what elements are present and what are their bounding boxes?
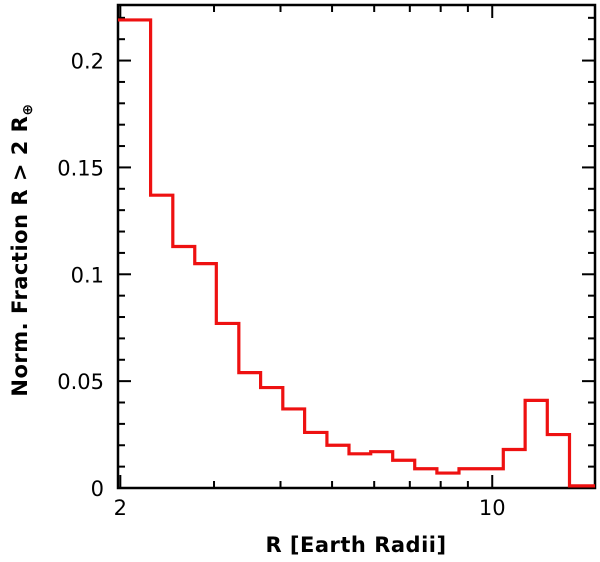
histogram-series-line xyxy=(118,18,595,488)
y-tick-label: 0.05 xyxy=(57,370,104,394)
y-tick-label: 0.1 xyxy=(71,263,104,287)
y-axis-title: Norm. Fraction R > 2 R xyxy=(8,116,32,397)
plot-frame xyxy=(116,3,597,490)
y-tick-label: 0 xyxy=(91,477,104,501)
earth-symbol: ⊕ xyxy=(20,103,36,115)
y-tick-label: 0.15 xyxy=(57,156,104,180)
x-tick-label: 2 xyxy=(114,496,127,520)
y-axis-title-group: Norm. Fraction R > 2 R⊕ xyxy=(8,103,36,396)
x-tick-label: 10 xyxy=(479,496,506,520)
x-axis-title: R [Earth Radii] xyxy=(265,533,446,557)
svg-text:Norm. Fraction R > 2 R⊕: Norm. Fraction R > 2 R⊕ xyxy=(8,103,36,396)
x-axis: 2 10 xyxy=(114,5,506,520)
y-tick-label: 0.2 xyxy=(71,50,104,74)
y-axis: 0 0.05 0.1 0.15 0.2 xyxy=(57,16,595,501)
